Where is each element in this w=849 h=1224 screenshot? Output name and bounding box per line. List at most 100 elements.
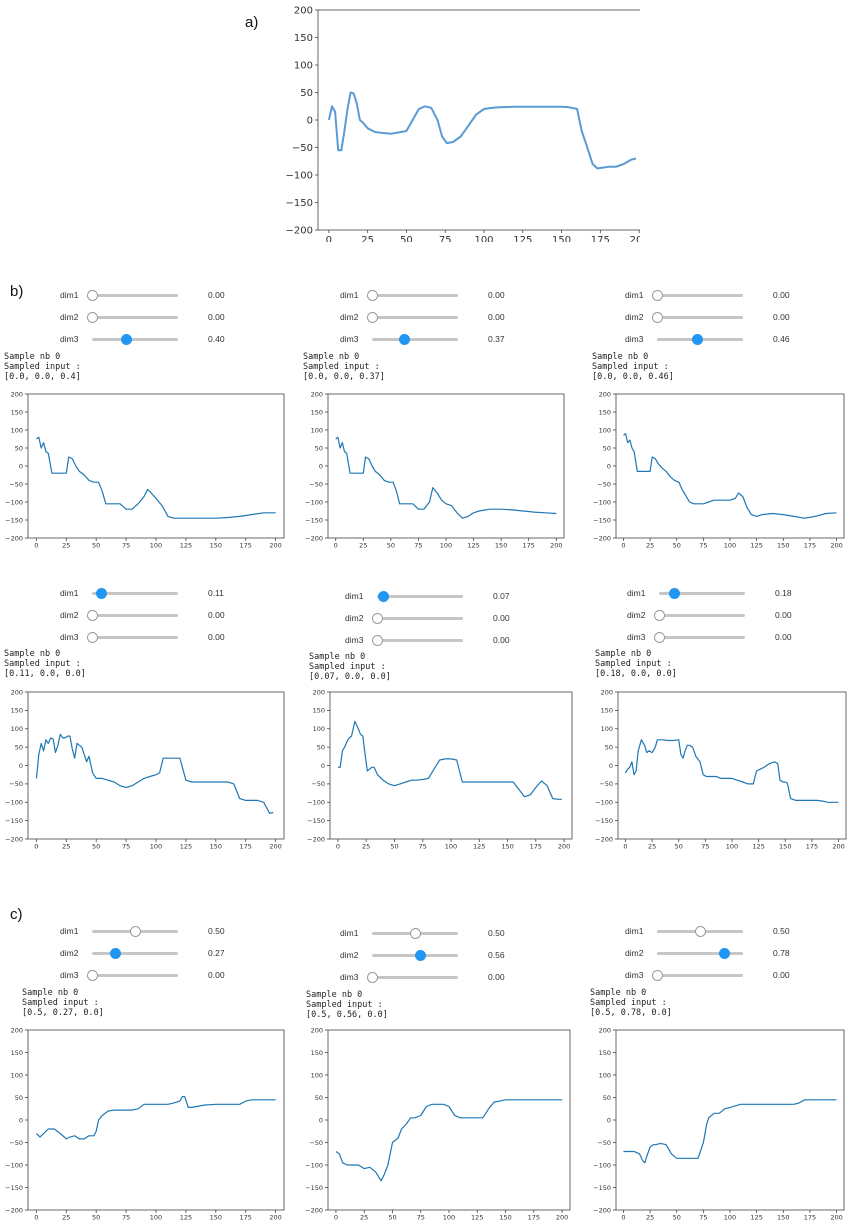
slider-track[interactable] xyxy=(377,617,463,620)
slider-handle[interactable] xyxy=(96,587,108,599)
slider-dim3[interactable]: dim3 0.00 xyxy=(60,630,230,644)
x-tick-label: 200 xyxy=(269,542,281,550)
slider-dim1[interactable]: dim1 0.00 xyxy=(340,288,510,302)
slider-handle[interactable] xyxy=(367,971,378,983)
slider-handle[interactable] xyxy=(398,333,410,345)
slider-track[interactable] xyxy=(372,294,458,297)
slider-track[interactable] xyxy=(92,952,178,955)
chart-a: 0 25 50 75 100 125 150 175 200 −200 −150 −100 −50 0 50… xyxy=(286,6,640,242)
x-tick-label: 25 xyxy=(62,542,70,550)
slider-dim3[interactable]: dim3 0.40 xyxy=(60,332,230,346)
slider-dim2[interactable]: dim2 0.00 xyxy=(60,310,230,324)
slider-handle[interactable] xyxy=(130,925,141,937)
slider-dim2[interactable]: dim2 0.56 xyxy=(340,948,510,962)
slider-dim1[interactable]: dim1 0.50 xyxy=(625,924,795,938)
y-tick-label: −150 xyxy=(593,516,611,524)
slider-dim2[interactable]: dim2 0.00 xyxy=(345,611,515,625)
slider-handle[interactable] xyxy=(367,311,378,323)
slider-track[interactable] xyxy=(657,974,743,977)
slider-dim2[interactable]: dim2 0.27 xyxy=(60,946,230,960)
slider-handle[interactable] xyxy=(378,590,390,602)
slider-dim1[interactable]: dim1 0.18 xyxy=(627,586,797,600)
slider-label: dim2 xyxy=(60,312,79,322)
slider-dim1[interactable]: dim1 0.07 xyxy=(345,589,515,603)
slider-label: dim1 xyxy=(625,290,644,300)
y-tick-label: 0 xyxy=(607,462,611,470)
slider-dim1[interactable]: dim1 0.50 xyxy=(340,926,510,940)
slider-handle[interactable] xyxy=(652,969,663,981)
slider-track[interactable] xyxy=(657,294,743,297)
slider-handle[interactable] xyxy=(87,311,98,323)
slider-dim1[interactable]: dim1 0.00 xyxy=(60,288,230,302)
slider-handle[interactable] xyxy=(654,631,665,643)
x-tick-label: 75 xyxy=(439,235,452,242)
slider-track[interactable] xyxy=(372,316,458,319)
slider-label: dim1 xyxy=(340,928,359,938)
slider-track[interactable] xyxy=(657,316,743,319)
x-tick-label: 150 xyxy=(552,235,571,242)
slider-handle[interactable] xyxy=(110,947,122,959)
slider-dim2[interactable]: dim2 0.78 xyxy=(625,946,795,960)
slider-dim3[interactable]: dim3 0.00 xyxy=(345,633,515,647)
slider-track[interactable] xyxy=(92,316,178,319)
slider-track[interactable] xyxy=(372,954,458,957)
slider-dim2[interactable]: dim2 0.00 xyxy=(340,310,510,324)
slider-track[interactable] xyxy=(659,614,745,617)
y-tick-label: 100 xyxy=(311,1071,323,1079)
slider-handle[interactable] xyxy=(669,587,681,599)
slider-handle[interactable] xyxy=(121,333,133,345)
slider-dim2[interactable]: dim2 0.00 xyxy=(625,310,795,324)
slider-track[interactable] xyxy=(372,338,458,341)
y-tick-label: −150 xyxy=(305,516,323,524)
slider-handle[interactable] xyxy=(652,289,663,301)
slider-handle[interactable] xyxy=(87,631,98,643)
slider-handle[interactable] xyxy=(87,289,98,301)
y-tick-label: −200 xyxy=(305,534,323,542)
y-tick-label: 200 xyxy=(599,1026,611,1034)
slider-handle[interactable] xyxy=(87,969,98,981)
slider-dim1[interactable]: dim1 0.00 xyxy=(625,288,795,302)
y-tick-label: 200 xyxy=(294,6,313,17)
slider-track[interactable] xyxy=(372,976,458,979)
slider-track[interactable] xyxy=(92,592,178,595)
slider-handle[interactable] xyxy=(367,289,378,301)
slider-dim3[interactable]: dim3 0.46 xyxy=(625,332,795,346)
y-tick-label: 0 xyxy=(319,462,323,470)
slider-track[interactable] xyxy=(92,294,178,297)
slider-handle[interactable] xyxy=(652,311,663,323)
slider-dim2[interactable]: dim2 0.00 xyxy=(627,608,797,622)
slider-track[interactable] xyxy=(92,338,178,341)
slider-value: 0.00 xyxy=(208,312,225,322)
slider-handle[interactable] xyxy=(415,949,427,961)
slider-handle[interactable] xyxy=(695,925,706,937)
slider-dim1[interactable]: dim1 0.50 xyxy=(60,924,230,938)
slider-dim3[interactable]: dim3 0.00 xyxy=(627,630,797,644)
slider-dim3[interactable]: dim3 0.37 xyxy=(340,332,510,346)
slider-track[interactable] xyxy=(659,636,745,639)
sampled-input-value: [0.0, 0.0, 0.46] xyxy=(592,372,674,382)
slider-handle[interactable] xyxy=(691,333,703,345)
slider-value: 0.00 xyxy=(208,610,225,620)
slider-dim3[interactable]: dim3 0.00 xyxy=(625,968,795,982)
slider-track[interactable] xyxy=(377,595,463,598)
slider-handle[interactable] xyxy=(719,947,731,959)
slider-dim3[interactable]: dim3 0.00 xyxy=(60,968,230,982)
slider-label: dim1 xyxy=(627,588,646,598)
slider-handle[interactable] xyxy=(372,612,383,624)
slider-track[interactable] xyxy=(659,592,745,595)
slider-track[interactable] xyxy=(92,614,178,617)
slider-handle[interactable] xyxy=(410,927,421,939)
x-tick-label: 150 xyxy=(777,1214,789,1222)
slider-dim3[interactable]: dim3 0.00 xyxy=(340,970,510,984)
slider-track[interactable] xyxy=(377,639,463,642)
slider-handle[interactable] xyxy=(372,634,383,646)
slider-dim1[interactable]: dim1 0.11 xyxy=(60,586,230,600)
slider-track[interactable] xyxy=(92,974,178,977)
y-tick-label: 100 xyxy=(11,1071,23,1079)
slider-handle[interactable] xyxy=(87,609,98,621)
slider-track[interactable] xyxy=(92,636,178,639)
slider-handle[interactable] xyxy=(654,609,665,621)
y-tick-label: −200 xyxy=(5,1206,23,1214)
slider-dim2[interactable]: dim2 0.00 xyxy=(60,608,230,622)
slider-track[interactable] xyxy=(657,952,743,955)
